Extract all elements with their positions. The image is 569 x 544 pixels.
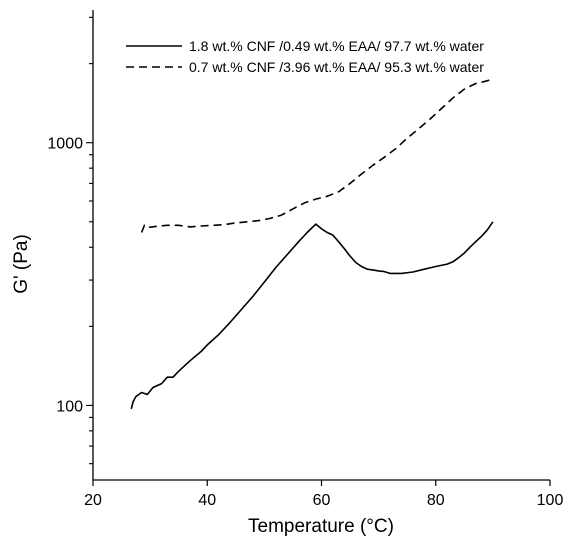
series-line-2 (140, 78, 494, 233)
series-lines (130, 78, 494, 410)
x-tick-label: 20 (84, 492, 102, 509)
y-axis-title: G' (Pa) (11, 234, 32, 294)
y-tick-label: 1000 (47, 136, 83, 153)
x-ticks: 20 40 60 80 100 (84, 480, 563, 509)
x-axis-title: Temperature (°C) (248, 516, 394, 537)
plot-area: 100 1000 20 40 60 80 100 (47, 10, 563, 509)
x-tick-label: 80 (427, 492, 445, 509)
series-line-1 (130, 221, 494, 410)
x-tick-label: 60 (313, 492, 331, 509)
x-tick-label: 40 (198, 492, 216, 509)
y-ticks: 100 1000 (47, 16, 93, 465)
legend: 1.8 wt.% CNF /0.49 wt.% EAA/ 97.7 wt.% w… (126, 38, 484, 75)
y-tick-label: 100 (56, 398, 83, 415)
legend-label-series-2: 0.7 wt.% CNF /3.96 wt.% EAA/ 95.3 wt.% w… (189, 59, 484, 75)
x-tick-label: 100 (537, 492, 564, 509)
legend-label-series-1: 1.8 wt.% CNF /0.49 wt.% EAA/ 97.7 wt.% w… (189, 38, 484, 54)
